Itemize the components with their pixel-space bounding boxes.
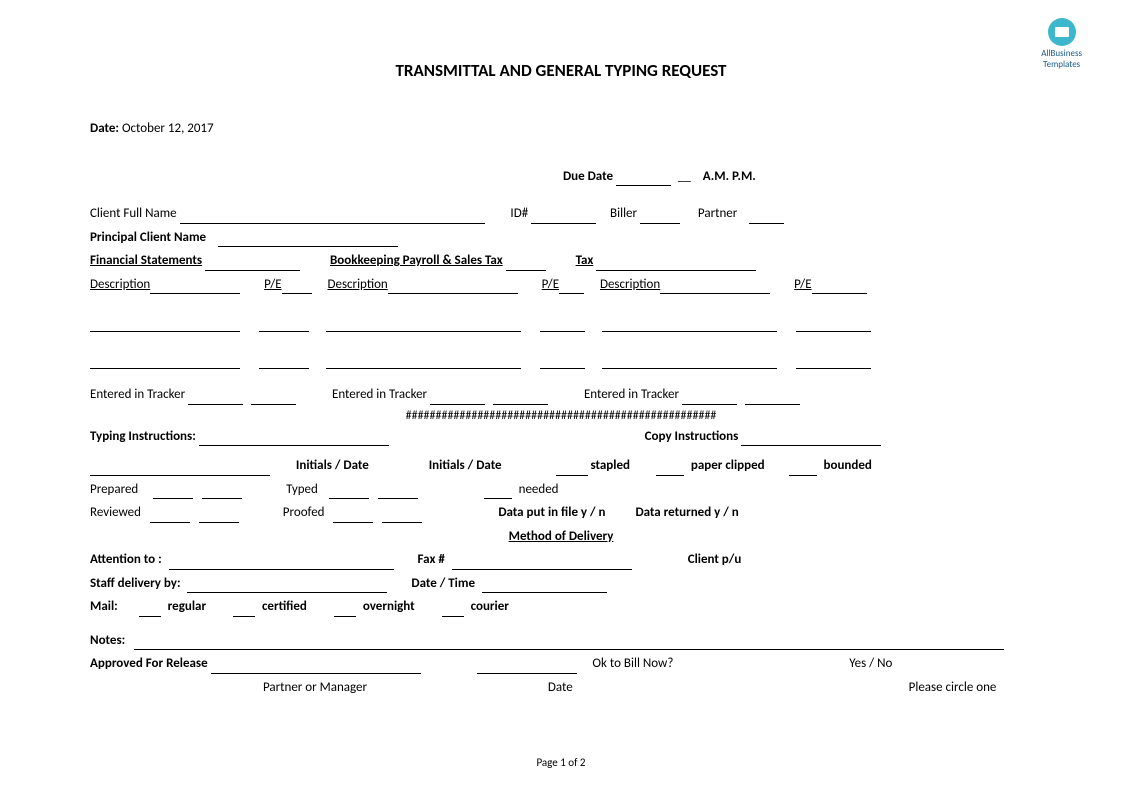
date-label: Date: <box>90 121 119 136</box>
reviewed: Reviewed <box>90 505 141 520</box>
instructions-row: Typing Instructions: Copy Instructions <box>90 427 1032 447</box>
pe1: P/E <box>264 277 281 292</box>
blank-row-1 <box>90 312 1032 332</box>
desc2: Description <box>327 277 387 292</box>
attention-row: Attention to : Fax # Client p/u <box>90 550 1032 570</box>
client-pu: Client p/u <box>688 552 742 567</box>
date-value: October 12, 2017 <box>122 121 214 136</box>
regular: regular <box>168 599 206 614</box>
tracker1: Entered in Tracker <box>90 387 185 402</box>
notes-row: Notes: <box>90 631 1032 651</box>
desc-header-row: Description P/E Description P/E Descript… <box>90 275 1032 295</box>
ampm-label: A.M. P.M. <box>703 169 756 184</box>
fax: Fax # <box>418 552 445 567</box>
desc3: Description <box>600 277 660 292</box>
approved-row: Approved For Release Ok to Bill Now? Yes… <box>90 654 1032 674</box>
mail-row: Mail: regular certified overnight courie… <box>90 597 1032 617</box>
tax: Tax <box>576 253 594 268</box>
fin-statements: Financial Statements <box>90 253 202 268</box>
approved: Approved For Release <box>90 656 208 671</box>
method-delivery: Method of Delivery <box>509 529 614 544</box>
date-sub: Date <box>548 680 573 695</box>
pe2: P/E <box>542 277 559 292</box>
partner-label: Partner <box>698 206 737 221</box>
data-put: Data put in file y / n <box>498 505 605 520</box>
stapled: stapled <box>590 458 630 473</box>
page-footer: Page 1 of 2 <box>0 756 1122 769</box>
page-title: TRANSMITTAL AND GENERAL TYPING REQUEST <box>90 60 1032 81</box>
reviewed-row: Reviewed Proofed Data put in file y / n … <box>90 503 1032 523</box>
due-date-label: Due Date <box>563 169 613 184</box>
date-row: Date: October 12, 2017 <box>90 119 1032 139</box>
tracker3: Entered in Tracker <box>584 387 679 402</box>
id-label: ID# <box>510 206 528 221</box>
notes: Notes: <box>90 633 125 648</box>
principal-row: Principal Client Name <box>90 228 1032 248</box>
pe3: P/E <box>794 277 811 292</box>
desc1: Description <box>90 277 150 292</box>
prepared: Prepared <box>90 482 138 497</box>
mail: Mail: <box>90 599 118 614</box>
principal-label: Principal Client Name <box>90 230 206 245</box>
ok-to-bill: Ok to Bill Now? <box>592 656 673 671</box>
bounded: bounded <box>823 458 871 473</box>
method-row: Method of Delivery <box>90 527 1032 547</box>
yes-no: Yes / No <box>849 656 892 671</box>
attention-to: Attention to : <box>90 552 162 567</box>
staff-delivery: Staff delivery by: <box>90 576 181 591</box>
client-full-name-label: Client Full Name <box>90 206 177 221</box>
proofed: Proofed <box>283 505 325 520</box>
tracker2: Entered in Tracker <box>332 387 427 402</box>
date-time: Date / Time <box>411 576 475 591</box>
biller-label: Biller <box>610 206 637 221</box>
initials-row: Initials / Date Initials / Date stapled … <box>90 456 1032 476</box>
categories-row: Financial Statements Bookkeeping Payroll… <box>90 251 1032 271</box>
sublabels-row: Partner or Manager Date Please circle on… <box>90 678 1032 698</box>
client-row: Client Full Name ID# Biller Partner <box>90 204 1032 224</box>
courier: courier <box>471 599 509 614</box>
overnight: overnight <box>363 599 415 614</box>
prepared-row: Prepared Typed needed <box>90 480 1032 500</box>
document-page: TRANSMITTAL AND GENERAL TYPING REQUEST D… <box>0 0 1122 731</box>
data-returned: Data returned y / n <box>635 505 738 520</box>
blank-row-2 <box>90 350 1032 370</box>
copy-instr-label: Copy Instructions <box>645 429 739 444</box>
partner-mgr: Partner or Manager <box>263 680 367 695</box>
staff-row: Staff delivery by: Date / Time <box>90 574 1032 594</box>
separator: ########################################… <box>90 409 1032 423</box>
paper-clipped: paper clipped <box>691 458 765 473</box>
initials2: Initials / Date <box>429 458 502 473</box>
initials1: Initials / Date <box>296 458 369 473</box>
please-circle: Please circle one <box>909 680 997 695</box>
needed: needed <box>519 482 559 497</box>
bookkeeping: Bookkeeping Payroll & Sales Tax <box>330 253 503 268</box>
typed: Typed <box>286 482 318 497</box>
typing-instr-label: Typing Instructions: <box>90 429 196 444</box>
certified: certified <box>262 599 307 614</box>
due-date-row: Due Date __ A.M. P.M. <box>90 167 1032 187</box>
tracker-row: Entered in Tracker Entered in Tracker En… <box>90 385 1032 405</box>
